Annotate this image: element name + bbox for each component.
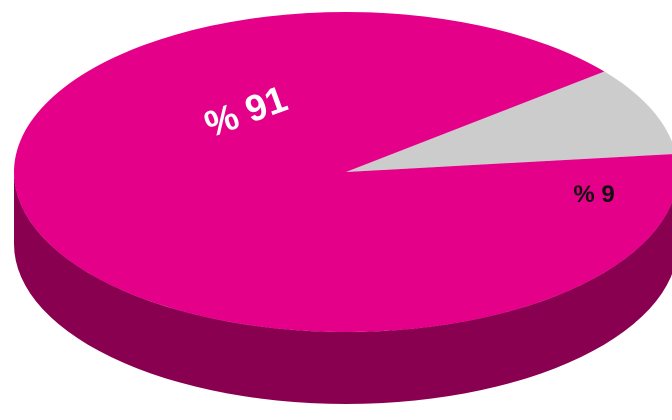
pie-sides xyxy=(14,172,672,404)
pie-side-1 xyxy=(14,172,672,404)
pie-slice-0 xyxy=(346,71,672,172)
pie-slice-1 xyxy=(14,12,672,333)
pie-tops xyxy=(14,12,672,333)
pie-slice-label-0: % 9 xyxy=(573,181,614,208)
